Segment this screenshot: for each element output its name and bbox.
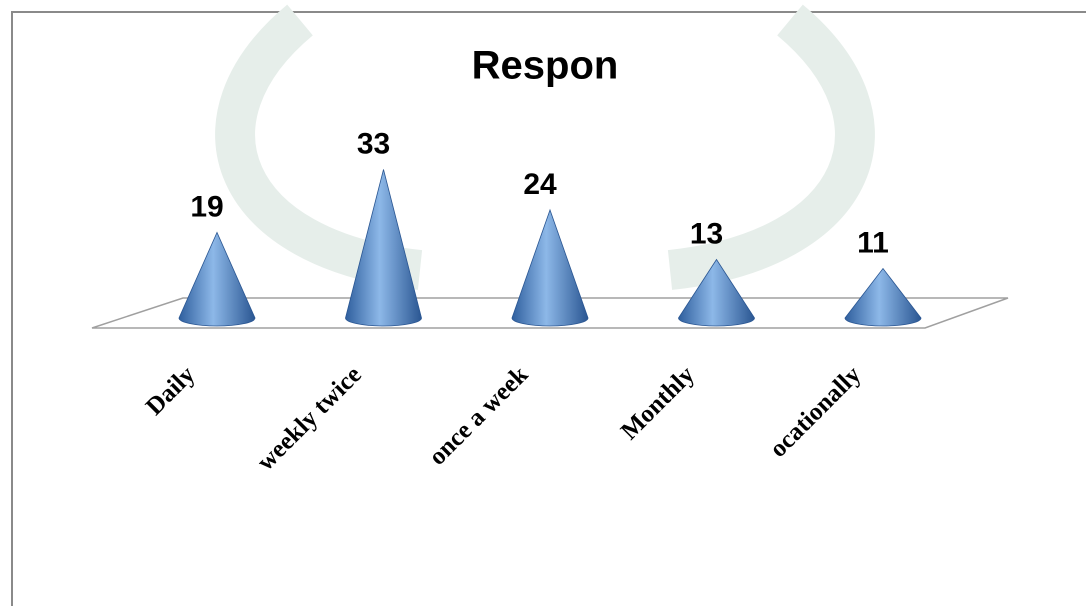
cone: [511, 208, 589, 327]
cone: [178, 231, 256, 327]
cone: [844, 267, 922, 327]
chart-title: Respon: [472, 44, 619, 88]
watermark: [215, 4, 875, 290]
cone: [345, 169, 422, 327]
value-label: 24: [523, 168, 557, 201]
value-label: 11: [857, 226, 889, 259]
value-label: 33: [357, 127, 390, 160]
cone: [678, 258, 755, 327]
value-label: 13: [690, 217, 723, 250]
value-label: 19: [190, 190, 223, 223]
